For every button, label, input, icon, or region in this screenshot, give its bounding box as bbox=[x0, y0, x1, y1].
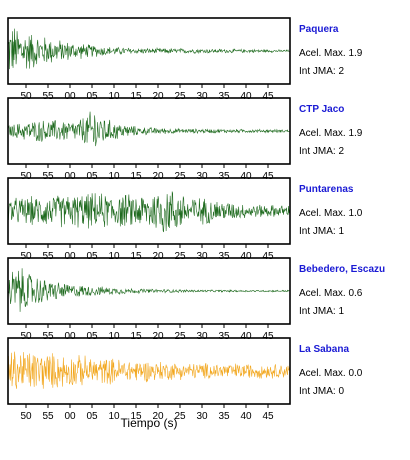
x-tick-label: 55 bbox=[42, 91, 54, 102]
x-axis-label: Tiempo (s) bbox=[121, 416, 178, 430]
x-tick-label: 00 bbox=[64, 331, 76, 342]
x-tick-label: 35 bbox=[218, 171, 230, 182]
x-tick-label: 50 bbox=[20, 171, 32, 182]
accel-max: Acel. Max. 0.6 bbox=[299, 288, 363, 299]
x-tick-label: 00 bbox=[64, 251, 76, 262]
x-tick-label: 20 bbox=[152, 251, 164, 262]
x-tick-label: 05 bbox=[86, 171, 98, 182]
x-tick-label: 25 bbox=[174, 251, 186, 262]
x-tick-label: 15 bbox=[130, 251, 142, 262]
x-tick-label: 45 bbox=[262, 171, 274, 182]
panel-1: 50 55 00 05 10 15 20 25 30 35 40 45 Paquera Acel. Max… bbox=[7, 17, 363, 102]
x-tick-label: 00 bbox=[64, 171, 76, 182]
accel-max: Acel. Max. 1.0 bbox=[299, 208, 363, 219]
x-tick-label: 25 bbox=[174, 411, 186, 422]
x-tick-label: 45 bbox=[262, 91, 274, 102]
station-name: Paquera bbox=[299, 24, 339, 35]
waveform-1 bbox=[8, 28, 290, 70]
x-tick-label: 45 bbox=[262, 411, 274, 422]
x-tick-label: 35 bbox=[218, 91, 230, 102]
x-tick-label: 40 bbox=[240, 91, 252, 102]
x-tick-label: 05 bbox=[86, 251, 98, 262]
x-tick-label: 05 bbox=[86, 411, 98, 422]
x-tick-label: 00 bbox=[64, 411, 76, 422]
panel-5: 50 55 00 05 10 15 20 25 30 35 40 45 La Sabana Acel. M… bbox=[7, 337, 363, 422]
x-tick-label: 55 bbox=[42, 251, 54, 262]
x-tick-label: 40 bbox=[240, 331, 252, 342]
x-tick-label: 20 bbox=[152, 171, 164, 182]
int-jma: Int JMA: 2 bbox=[299, 66, 344, 77]
x-tick-label: 35 bbox=[218, 331, 230, 342]
x-tick-label: 15 bbox=[130, 91, 142, 102]
int-jma: Int JMA: 1 bbox=[299, 306, 344, 317]
x-tick-label: 15 bbox=[130, 331, 142, 342]
waveform-4 bbox=[8, 268, 290, 312]
x-tick-label: 55 bbox=[42, 411, 54, 422]
x-tick-label: 45 bbox=[262, 251, 274, 262]
panel-frame bbox=[7, 177, 291, 245]
x-tick-label: 30 bbox=[196, 251, 208, 262]
x-tick-label: 20 bbox=[152, 411, 164, 422]
accel-max: Acel. Max. 0.0 bbox=[299, 368, 363, 379]
x-tick-label: 50 bbox=[20, 251, 32, 262]
x-tick-label: 15 bbox=[130, 171, 142, 182]
panel-frame bbox=[7, 337, 291, 405]
int-jma: Int JMA: 2 bbox=[299, 146, 344, 157]
waveform-3 bbox=[8, 191, 290, 233]
x-tick-label: 30 bbox=[196, 331, 208, 342]
station-name: Puntarenas bbox=[299, 184, 354, 195]
x-tick-label: 10 bbox=[108, 171, 120, 182]
x-tick-label: 40 bbox=[240, 251, 252, 262]
x-tick-label: 10 bbox=[108, 411, 120, 422]
x-tick-label: 50 bbox=[20, 91, 32, 102]
panel-frame bbox=[7, 257, 291, 325]
x-tick-label: 30 bbox=[196, 411, 208, 422]
int-jma: Int JMA: 1 bbox=[299, 226, 344, 237]
panel-frame bbox=[7, 17, 291, 85]
panel-frame bbox=[7, 97, 291, 165]
x-tick-label: 25 bbox=[174, 331, 186, 342]
x-tick-label: 10 bbox=[108, 331, 120, 342]
panel-2: 50 55 00 05 10 15 20 25 30 35 40 45 CTP Jaco Acel. Ma… bbox=[7, 97, 363, 182]
waveform-5 bbox=[8, 351, 290, 389]
station-name: La Sabana bbox=[299, 344, 349, 355]
panel-3: 50 55 00 05 10 15 20 25 30 35 40 45 Puntarenas Acel. … bbox=[7, 177, 363, 262]
x-tick-label: 30 bbox=[196, 171, 208, 182]
x-tick-label: 50 bbox=[20, 411, 32, 422]
x-tick-label: 05 bbox=[86, 91, 98, 102]
x-tick-label: 20 bbox=[152, 331, 164, 342]
x-tick-label: 15 bbox=[130, 411, 142, 422]
x-tick-label: 35 bbox=[218, 251, 230, 262]
int-jma: Int JMA: 0 bbox=[299, 386, 344, 397]
x-tick-label: 50 bbox=[20, 331, 32, 342]
x-tick-label: 00 bbox=[64, 91, 76, 102]
x-tick-label: 40 bbox=[240, 171, 252, 182]
station-name: CTP Jaco bbox=[299, 104, 344, 115]
panel-4: 50 55 00 05 10 15 20 25 30 35 40 45 Bebedero, Escazu… bbox=[7, 257, 385, 342]
station-name: Bebedero, Escazu bbox=[299, 264, 385, 275]
x-tick-label: 10 bbox=[108, 251, 120, 262]
waveform-2 bbox=[8, 111, 290, 147]
x-tick-label: 45 bbox=[262, 331, 274, 342]
accel-max: Acel. Max. 1.9 bbox=[299, 48, 363, 59]
x-tick-label: 10 bbox=[108, 91, 120, 102]
x-tick-label: 55 bbox=[42, 171, 54, 182]
accel-max: Acel. Max. 1.9 bbox=[299, 128, 363, 139]
x-tick-label: 35 bbox=[218, 411, 230, 422]
x-tick-label: 40 bbox=[240, 411, 252, 422]
x-tick-label: 25 bbox=[174, 91, 186, 102]
x-tick-label: 25 bbox=[174, 171, 186, 182]
x-tick-label: 05 bbox=[86, 331, 98, 342]
x-tick-label: 30 bbox=[196, 91, 208, 102]
x-tick-label: 55 bbox=[42, 331, 54, 342]
x-tick-label: 20 bbox=[152, 91, 164, 102]
